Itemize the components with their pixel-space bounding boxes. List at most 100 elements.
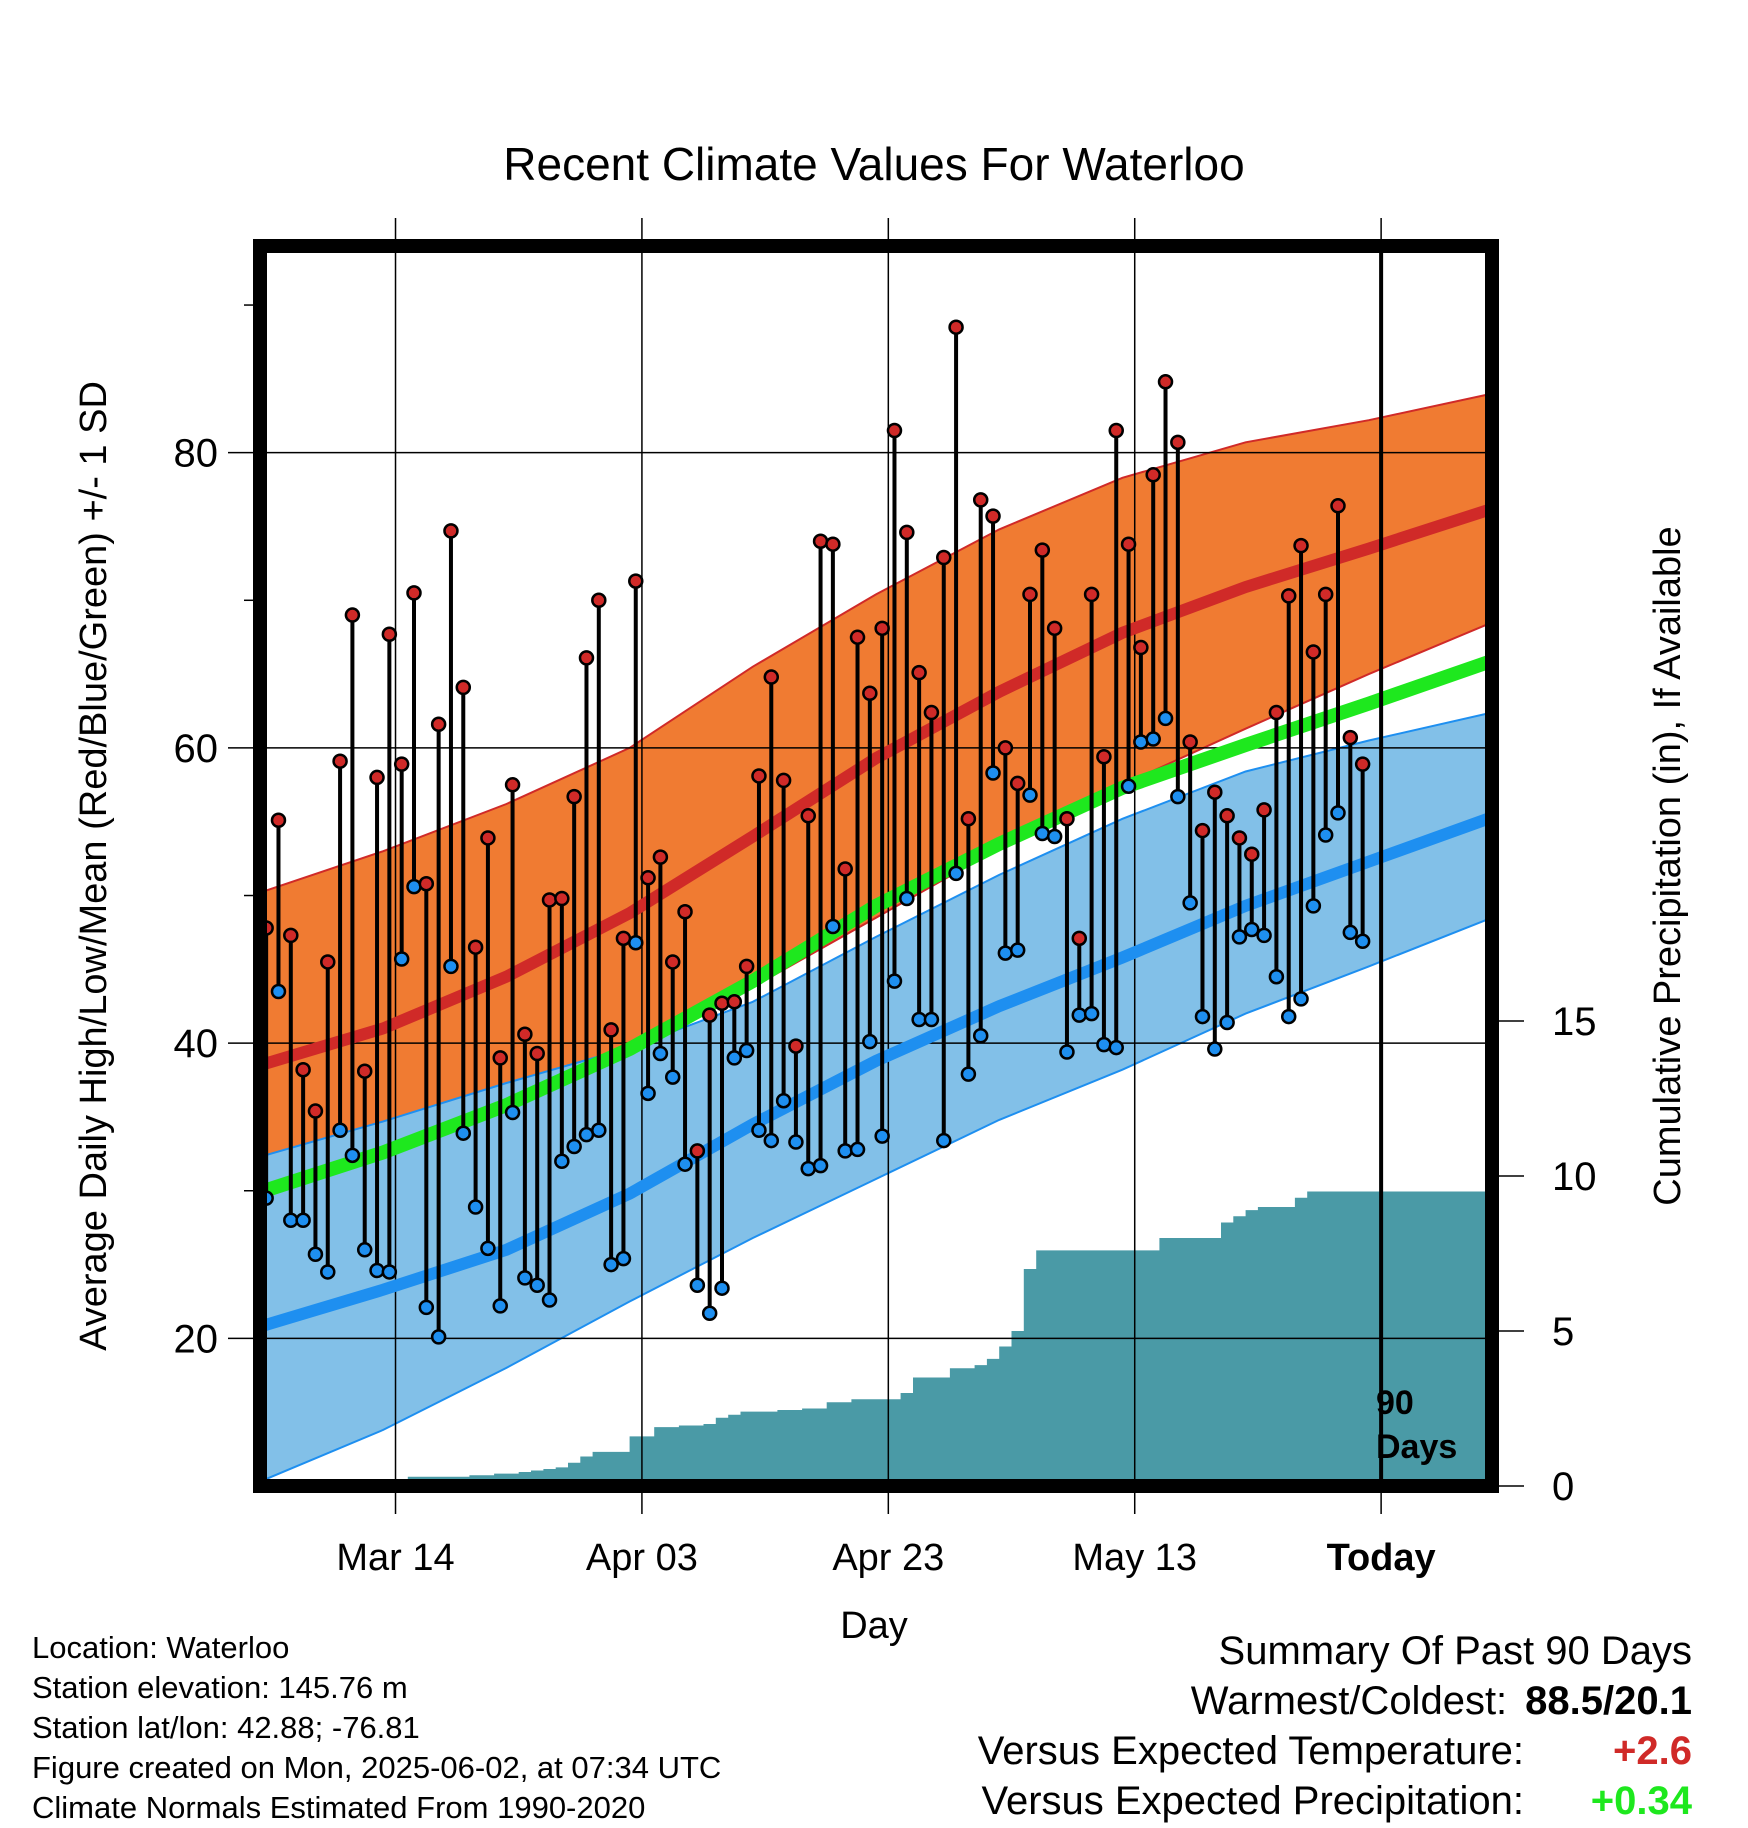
daily-low-point	[1046, 828, 1063, 845]
precip-area	[260, 1191, 1492, 1486]
daily-low-point	[1182, 895, 1198, 911]
daily-high-point	[1317, 586, 1334, 603]
daily-high-point	[1022, 586, 1038, 603]
daily-low-point	[738, 1042, 755, 1059]
info-created: Figure created on Mon, 2025-06-02, at 07…	[32, 1750, 722, 1785]
daily-high-point	[714, 995, 730, 1012]
x-tick-label: Mar 14	[336, 1537, 454, 1579]
daily-low-point	[1244, 921, 1260, 938]
daily-low-point	[504, 1104, 521, 1121]
daily-high-point	[1009, 775, 1026, 792]
daily-low-point	[788, 1134, 804, 1150]
daily-high-point	[1157, 374, 1174, 390]
daily-low-point	[985, 765, 1001, 781]
daily-high-point	[1244, 846, 1260, 862]
daily-high-point	[344, 607, 361, 623]
daily-low-point	[874, 1128, 890, 1144]
daily-low-point	[320, 1264, 336, 1280]
today-marker-group: 90 Days	[1376, 246, 1457, 1486]
daily-low-point	[1231, 929, 1248, 945]
daily-high-point	[899, 524, 915, 541]
daily-low-point	[430, 1329, 447, 1345]
daily-low-point	[677, 1156, 693, 1172]
daily-high-point	[443, 523, 459, 539]
daily-high-point	[1046, 620, 1063, 637]
daily-high-point	[541, 892, 558, 908]
daily-low-point	[1108, 1039, 1124, 1056]
daily-high-point	[972, 492, 989, 508]
daily-low-point	[1354, 933, 1371, 950]
temp-anomaly-label: Versus Expected Temperature:	[977, 1729, 1524, 1773]
mean-normal-line	[257, 654, 1495, 1199]
daily-high-point	[677, 904, 693, 920]
daily-low-point	[295, 1212, 311, 1229]
daily-low-point	[701, 1305, 718, 1322]
daily-high-point	[628, 573, 644, 589]
daily-low-point	[381, 1264, 398, 1280]
info-latlon: Station lat/lon: 42.88; -76.81	[32, 1710, 420, 1745]
daily-high-point	[751, 768, 767, 784]
x-tick-label: May 13	[1072, 1537, 1197, 1579]
daily-low-point	[800, 1160, 816, 1177]
summary-title: Summary Of Past 90 Days	[1218, 1629, 1692, 1673]
precip-anomaly-value: +0.34	[1590, 1779, 1692, 1823]
daily-high-point	[911, 664, 927, 681]
summary-temp: Versus Expected Temperature: +2.6	[792, 1726, 1692, 1776]
daily-high-point	[862, 685, 878, 702]
daily-low-point	[393, 951, 410, 967]
daily-high-point	[504, 777, 521, 793]
info-normals: Climate Normals Estimated From 1990-2020	[32, 1790, 646, 1825]
daily-high-point	[1305, 644, 1322, 660]
daily-low-point	[467, 1199, 484, 1215]
daily-high-point	[1354, 756, 1371, 772]
daily-high-point	[406, 585, 422, 601]
daily-high-point	[997, 740, 1014, 756]
y2-tick-label: 15	[1552, 1000, 1597, 1044]
y2-axis-label: Cumulative Precipitation (in), If Availa…	[1647, 526, 1689, 1205]
daily-low-point	[517, 1270, 533, 1286]
x-tick-label: Today	[1327, 1537, 1436, 1579]
x-tick-label: Apr 03	[586, 1537, 698, 1579]
daily-high-point	[1207, 784, 1223, 800]
axes: Mar 14 Apr 03 Apr 23 May 13 Today 20 40 60 80 0 5 1…	[174, 218, 1597, 1579]
daily-low-point	[541, 1292, 558, 1308]
y-tick-label: 60	[174, 727, 219, 771]
daily-low-point	[1120, 778, 1137, 795]
daily-low-point	[714, 1280, 730, 1296]
temp-anomaly-value: +2.6	[1613, 1729, 1692, 1773]
daily-high-point	[1133, 639, 1149, 656]
info-elevation: Station elevation: 145.76 m	[32, 1670, 408, 1705]
daily-low-point	[1059, 1044, 1075, 1060]
daily-high-point	[517, 1026, 533, 1043]
daily-high-point	[1170, 434, 1186, 451]
daily-low-point	[812, 1157, 829, 1174]
daily-low-point	[689, 1277, 706, 1293]
daily-low-point	[455, 1125, 472, 1141]
daily-low-point	[1280, 1008, 1297, 1025]
daily-high-point	[652, 849, 669, 865]
x-axis-label: Day	[840, 1605, 908, 1647]
daily-high-point	[800, 808, 816, 824]
daily-high-point	[467, 939, 484, 955]
y-tick-label: 40	[174, 1022, 219, 1066]
daily-high-point	[430, 716, 447, 733]
daily-low-point	[270, 983, 287, 1000]
daily-low-point	[418, 1299, 435, 1316]
daily-high-point	[849, 629, 866, 645]
daily-high-point	[591, 592, 607, 609]
daily-low-point	[283, 1212, 299, 1229]
daily-low-point	[862, 1033, 878, 1050]
daily-high-point	[1059, 811, 1075, 827]
daily-high-point	[529, 1045, 545, 1062]
daily-high-point	[738, 958, 755, 975]
daily-low-point	[1342, 924, 1359, 941]
normal-lines	[257, 503, 1495, 1333]
daily-low-point	[775, 1092, 792, 1109]
daily-low-point	[923, 1011, 940, 1028]
daily-low-point	[899, 890, 915, 907]
daily-low-point	[603, 1256, 619, 1273]
daily-low-point	[628, 935, 644, 951]
daily-low-point	[825, 918, 841, 935]
warmest-coldest-label: Warmest/Coldest:	[1190, 1679, 1508, 1723]
daily-high-point	[1194, 822, 1211, 839]
